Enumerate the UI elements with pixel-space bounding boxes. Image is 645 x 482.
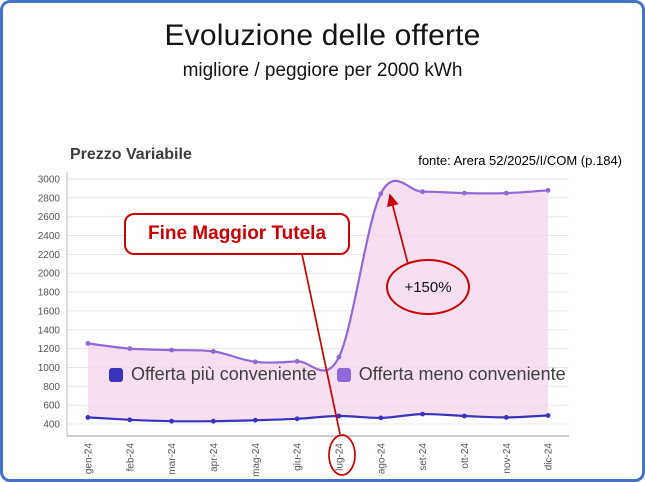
svg-text:1600: 1600	[38, 306, 61, 317]
svg-text:400: 400	[43, 420, 60, 431]
svg-text:600: 600	[43, 401, 60, 412]
y-axis-labels: 400 600 800 1000 1200 1400 1600 1800 2000 2200 240…	[38, 175, 61, 431]
svg-text:ago-24: ago-24	[376, 443, 387, 475]
svg-text:lug-24: lug-24	[334, 443, 345, 471]
band-between-offers	[87, 180, 549, 422]
svg-text:set-24: set-24	[418, 443, 429, 471]
svg-text:2600: 2600	[38, 212, 61, 223]
svg-text:mag-24: mag-24	[251, 443, 262, 477]
svg-text:3000: 3000	[38, 175, 61, 186]
chart-legend: Offerta più conveniente Offerta meno con…	[109, 364, 566, 385]
svg-text:2400: 2400	[38, 231, 61, 242]
svg-text:1000: 1000	[38, 363, 61, 374]
svg-text:giu-24: giu-24	[293, 443, 304, 471]
source-note: fonte: Arera 52/2025/I/COM (p.184)	[418, 153, 622, 168]
slide-title: Evoluzione delle offerte	[164, 19, 481, 52]
svg-text:nov-24: nov-24	[502, 443, 513, 474]
svg-text:1800: 1800	[38, 288, 61, 299]
annotation-box-label: Fine Maggior Tutela	[147, 223, 327, 244]
svg-text:800: 800	[43, 382, 60, 393]
annotation-fine-maggior-tutela-box: Fine Maggior Tutela	[124, 213, 350, 255]
legend-label-best: Offerta più conveniente	[131, 364, 317, 384]
svg-text:ott-24: ott-24	[460, 443, 471, 469]
svg-text:1400: 1400	[38, 325, 61, 336]
svg-text:1200: 1200	[38, 344, 61, 355]
svg-text:2800: 2800	[38, 193, 61, 204]
svg-text:mar-24: mar-24	[167, 443, 178, 475]
svg-text:2000: 2000	[38, 269, 61, 280]
legend-swatch-worst	[336, 367, 351, 382]
legend-label-worst: Offerta meno conveniente	[358, 364, 566, 384]
slide-subtitle: migliore / peggiore per 2000 kWh	[182, 60, 463, 81]
svg-text:dic-24: dic-24	[544, 443, 555, 471]
legend-swatch-best	[109, 367, 123, 382]
svg-text:apr-24: apr-24	[209, 443, 220, 472]
series-markers-1	[85, 187, 551, 365]
svg-text:feb-24: feb-24	[125, 443, 136, 472]
chart-title: Prezzo Variabile	[70, 146, 192, 163]
annotation-percent-label: +150%	[404, 278, 452, 296]
x-axis-labels: gen-24 feb-24 mar-24 apr-24 mag-24 giu-24 lug-…	[83, 443, 554, 477]
svg-text:gen-24: gen-24	[83, 443, 94, 475]
annotation-percent-ellipse: +150%	[386, 259, 470, 315]
svg-text:2200: 2200	[38, 250, 61, 261]
